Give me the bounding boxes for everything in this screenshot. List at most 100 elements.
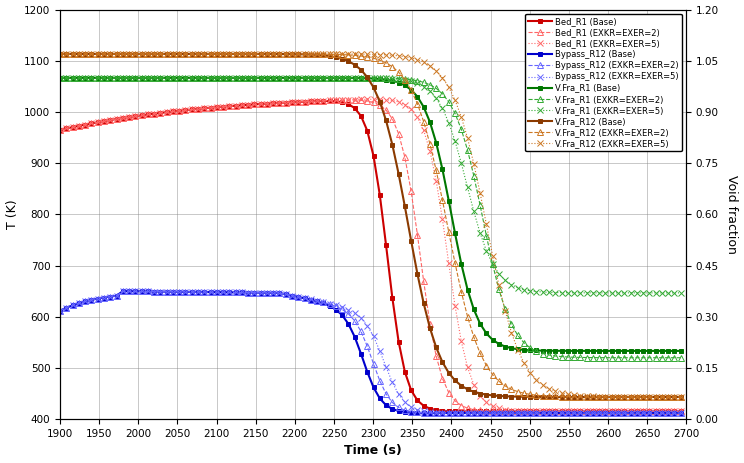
V.Fra_R12 (Base) [676,394,685,400]
Bed_R1 (Base) [382,242,391,248]
Bypass_R12 (EXKR=EXER=2) [432,410,440,416]
Bypass_R12 (EXKR=EXER=2) [56,308,65,313]
Bed_R1 (EXKR=EXER=5) [200,106,209,111]
V.Fra_R12 (EXKR=EXER=5) [426,63,434,69]
Bypass_R12 (EXKR=EXER=5) [382,364,391,370]
V.Fra_R12 (EXKR=EXER=5) [200,51,209,56]
V.Fra_R12 (Base) [200,51,209,56]
Bypass_R12 (EXKR=EXER=2) [181,289,190,294]
Bypass_R12 (EXKR=EXER=2) [118,288,127,294]
V.Fra_R1 (Base) [375,76,384,82]
Bypass_R12 (Base) [432,410,440,416]
V.Fra_R1 (EXKR=EXER=5) [645,290,654,296]
Bed_R1 (EXKR=EXER=2) [344,97,353,103]
Bypass_R12 (EXKR=EXER=2) [632,410,641,416]
V.Fra_R1 (Base) [426,119,434,125]
V.Fra_R1 (Base) [645,348,654,354]
V.Fra_R1 (Base) [626,348,635,354]
Bed_R1 (Base) [676,409,685,414]
V.Fra_R12 (Base) [645,394,654,400]
Bed_R1 (EXKR=EXER=5) [382,97,391,102]
Bypass_R12 (EXKR=EXER=5) [632,410,641,416]
V.Fra_R1 (EXKR=EXER=2) [626,355,635,361]
V.Fra_R1 (Base) [56,75,65,81]
Bypass_R12 (Base) [181,289,190,294]
V.Fra_R12 (Base) [426,325,434,331]
Bed_R1 (Base) [651,409,660,414]
Bypass_R12 (EXKR=EXER=5) [676,410,685,416]
Bed_R1 (Base) [200,106,209,111]
Bed_R1 (EXKR=EXER=2) [56,127,65,133]
Bed_R1 (EXKR=EXER=2) [200,106,209,111]
V.Fra_R12 (EXKR=EXER=5) [676,394,685,400]
Bypass_R12 (Base) [56,308,65,313]
Bypass_R12 (EXKR=EXER=5) [56,308,65,313]
Line: Bypass_R12 (EXKR=EXER=2): Bypass_R12 (EXKR=EXER=2) [57,288,684,416]
Bypass_R12 (EXKR=EXER=5) [432,410,440,415]
Bed_R1 (Base) [56,127,65,133]
Y-axis label: T (K): T (K) [5,200,19,229]
Bed_R1 (EXKR=EXER=2) [432,353,440,359]
Bed_R1 (EXKR=EXER=5) [432,178,440,183]
V.Fra_R12 (EXKR=EXER=2) [56,51,65,56]
V.Fra_R12 (EXKR=EXER=5) [375,52,384,57]
Bed_R1 (EXKR=EXER=5) [676,409,685,414]
Line: Bed_R1 (Base): Bed_R1 (Base) [57,99,683,414]
V.Fra_R1 (EXKR=EXER=5) [426,88,434,94]
Bypass_R12 (Base) [632,410,641,416]
V.Fra_R12 (Base) [175,51,184,56]
Line: Bypass_R12 (EXKR=EXER=5): Bypass_R12 (EXKR=EXER=5) [57,288,684,416]
Bed_R1 (EXKR=EXER=5) [651,409,660,414]
Bed_R1 (EXKR=EXER=2) [175,108,184,113]
V.Fra_R1 (EXKR=EXER=5) [200,75,209,81]
V.Fra_R1 (EXKR=EXER=2) [56,75,65,81]
Bypass_R12 (EXKR=EXER=5) [206,289,215,295]
Bypass_R12 (Base) [382,402,391,408]
Bypass_R12 (EXKR=EXER=2) [651,410,660,416]
V.Fra_R1 (EXKR=EXER=5) [56,75,65,81]
Bed_R1 (EXKR=EXER=5) [56,127,65,133]
Bed_R1 (Base) [319,98,328,104]
V.Fra_R12 (EXKR=EXER=2) [200,51,209,56]
V.Fra_R1 (EXKR=EXER=5) [175,75,184,81]
Bypass_R12 (Base) [206,289,215,295]
Bed_R1 (EXKR=EXER=2) [651,409,660,414]
Bypass_R12 (Base) [118,288,127,294]
V.Fra_R12 (EXKR=EXER=5) [645,394,654,400]
V.Fra_R1 (EXKR=EXER=5) [676,290,685,296]
Bypass_R12 (EXKR=EXER=5) [181,289,190,294]
Y-axis label: Void fraction: Void fraction [725,175,739,254]
Bypass_R12 (EXKR=EXER=5) [651,410,660,416]
V.Fra_R12 (EXKR=EXER=2) [426,141,434,147]
V.Fra_R1 (EXKR=EXER=5) [626,290,635,296]
Legend: Bed_R1 (Base), Bed_R1 (EXKR=EXER=2), Bed_R1 (EXKR=EXER=5), Bypass_R12 (Base), By: Bed_R1 (Base), Bed_R1 (EXKR=EXER=2), Bed… [525,14,682,151]
V.Fra_R1 (EXKR=EXER=2) [175,75,184,81]
V.Fra_R12 (EXKR=EXER=2) [645,394,654,400]
Bypass_R12 (EXKR=EXER=2) [382,391,391,397]
Bypass_R12 (EXKR=EXER=5) [118,288,127,294]
Bypass_R12 (EXKR=EXER=2) [206,289,215,295]
Line: Bed_R1 (EXKR=EXER=2): Bed_R1 (EXKR=EXER=2) [57,97,684,414]
V.Fra_R1 (EXKR=EXER=2) [426,82,434,88]
Bed_R1 (EXKR=EXER=2) [632,409,641,414]
V.Fra_R1 (EXKR=EXER=2) [200,75,209,81]
V.Fra_R12 (EXKR=EXER=5) [56,51,65,56]
V.Fra_R1 (Base) [676,348,685,354]
Line: Bed_R1 (EXKR=EXER=5): Bed_R1 (EXKR=EXER=5) [57,96,684,414]
Bed_R1 (EXKR=EXER=2) [382,107,391,113]
V.Fra_R12 (EXKR=EXER=5) [626,394,635,400]
V.Fra_R12 (EXKR=EXER=2) [676,394,685,400]
Line: V.Fra_R1 (EXKR=EXER=2): V.Fra_R1 (EXKR=EXER=2) [57,75,684,361]
V.Fra_R1 (EXKR=EXER=2) [676,355,685,361]
V.Fra_R12 (EXKR=EXER=5) [175,51,184,56]
V.Fra_R1 (Base) [175,75,184,81]
Line: V.Fra_R12 (Base): V.Fra_R12 (Base) [57,51,683,400]
V.Fra_R12 (Base) [56,51,65,56]
Line: V.Fra_R12 (EXKR=EXER=2): V.Fra_R12 (EXKR=EXER=2) [57,51,684,400]
Bypass_R12 (Base) [651,410,660,416]
X-axis label: Time (s): Time (s) [344,444,402,457]
V.Fra_R12 (EXKR=EXER=2) [175,51,184,56]
Line: Bypass_R12 (Base): Bypass_R12 (Base) [57,289,683,415]
V.Fra_R1 (EXKR=EXER=5) [375,75,384,81]
V.Fra_R1 (EXKR=EXER=2) [375,75,384,81]
